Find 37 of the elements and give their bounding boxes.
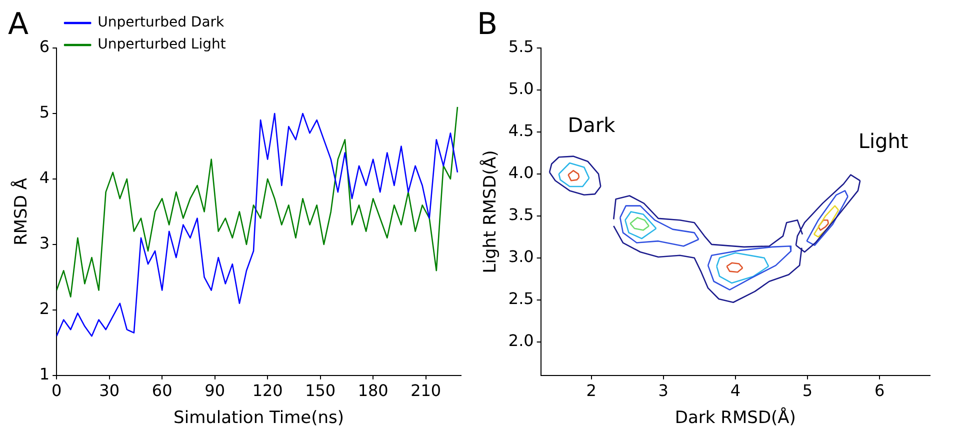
y-axis-title: Light RMSD(Å) [480,150,501,274]
y-tick-label: 5 [39,102,50,122]
legend-label: Unperturbed Dark [98,14,226,31]
y-tick-label: 6 [39,37,50,56]
y-tick-label: 5.5 [508,37,534,56]
y-tick-label: 3.5 [508,205,534,224]
x-tick-label: 150 [305,381,336,400]
y-axis-title: RMSD Å [10,178,32,246]
x-tick-label: 6 [874,381,885,400]
y-tick-label: 4 [39,168,50,188]
y-tick-label: 2.5 [508,289,534,308]
y-tick-label: 4.5 [508,121,534,140]
annotation: Light [858,129,908,154]
y-tick-label: 3.0 [508,247,534,266]
y-tick-label: 1 [39,364,50,384]
x-tick-label: 4 [730,381,741,400]
x-tick-label: 210 [410,381,442,400]
x-tick-label: 30 [99,381,120,400]
x-tick-label: 180 [358,381,388,400]
x-axis-title: Simulation Time(ns) [174,408,344,428]
annotation: Dark [568,112,616,137]
x-tick-label: 60 [152,381,172,400]
x-tick-label: 2 [586,381,596,400]
y-tick-label: 3 [39,234,50,253]
y-tick-label: 2.0 [508,330,534,350]
x-tick-label: 5 [802,381,813,400]
y-tick-label: 2 [39,299,50,318]
legend-label: Unperturbed Light [98,36,226,53]
x-tick-label: 0 [51,381,62,400]
x-tick-label: 90 [204,381,226,400]
x-tick-label: 3 [658,381,668,400]
y-tick-label: 5.0 [508,79,534,98]
x-axis-title: Dark RMSD(Å) [674,407,796,428]
y-tick-label: 4.0 [508,163,534,182]
x-tick-label: 120 [252,381,283,400]
chart-title: B [477,6,498,42]
chart-title: A [8,6,29,42]
